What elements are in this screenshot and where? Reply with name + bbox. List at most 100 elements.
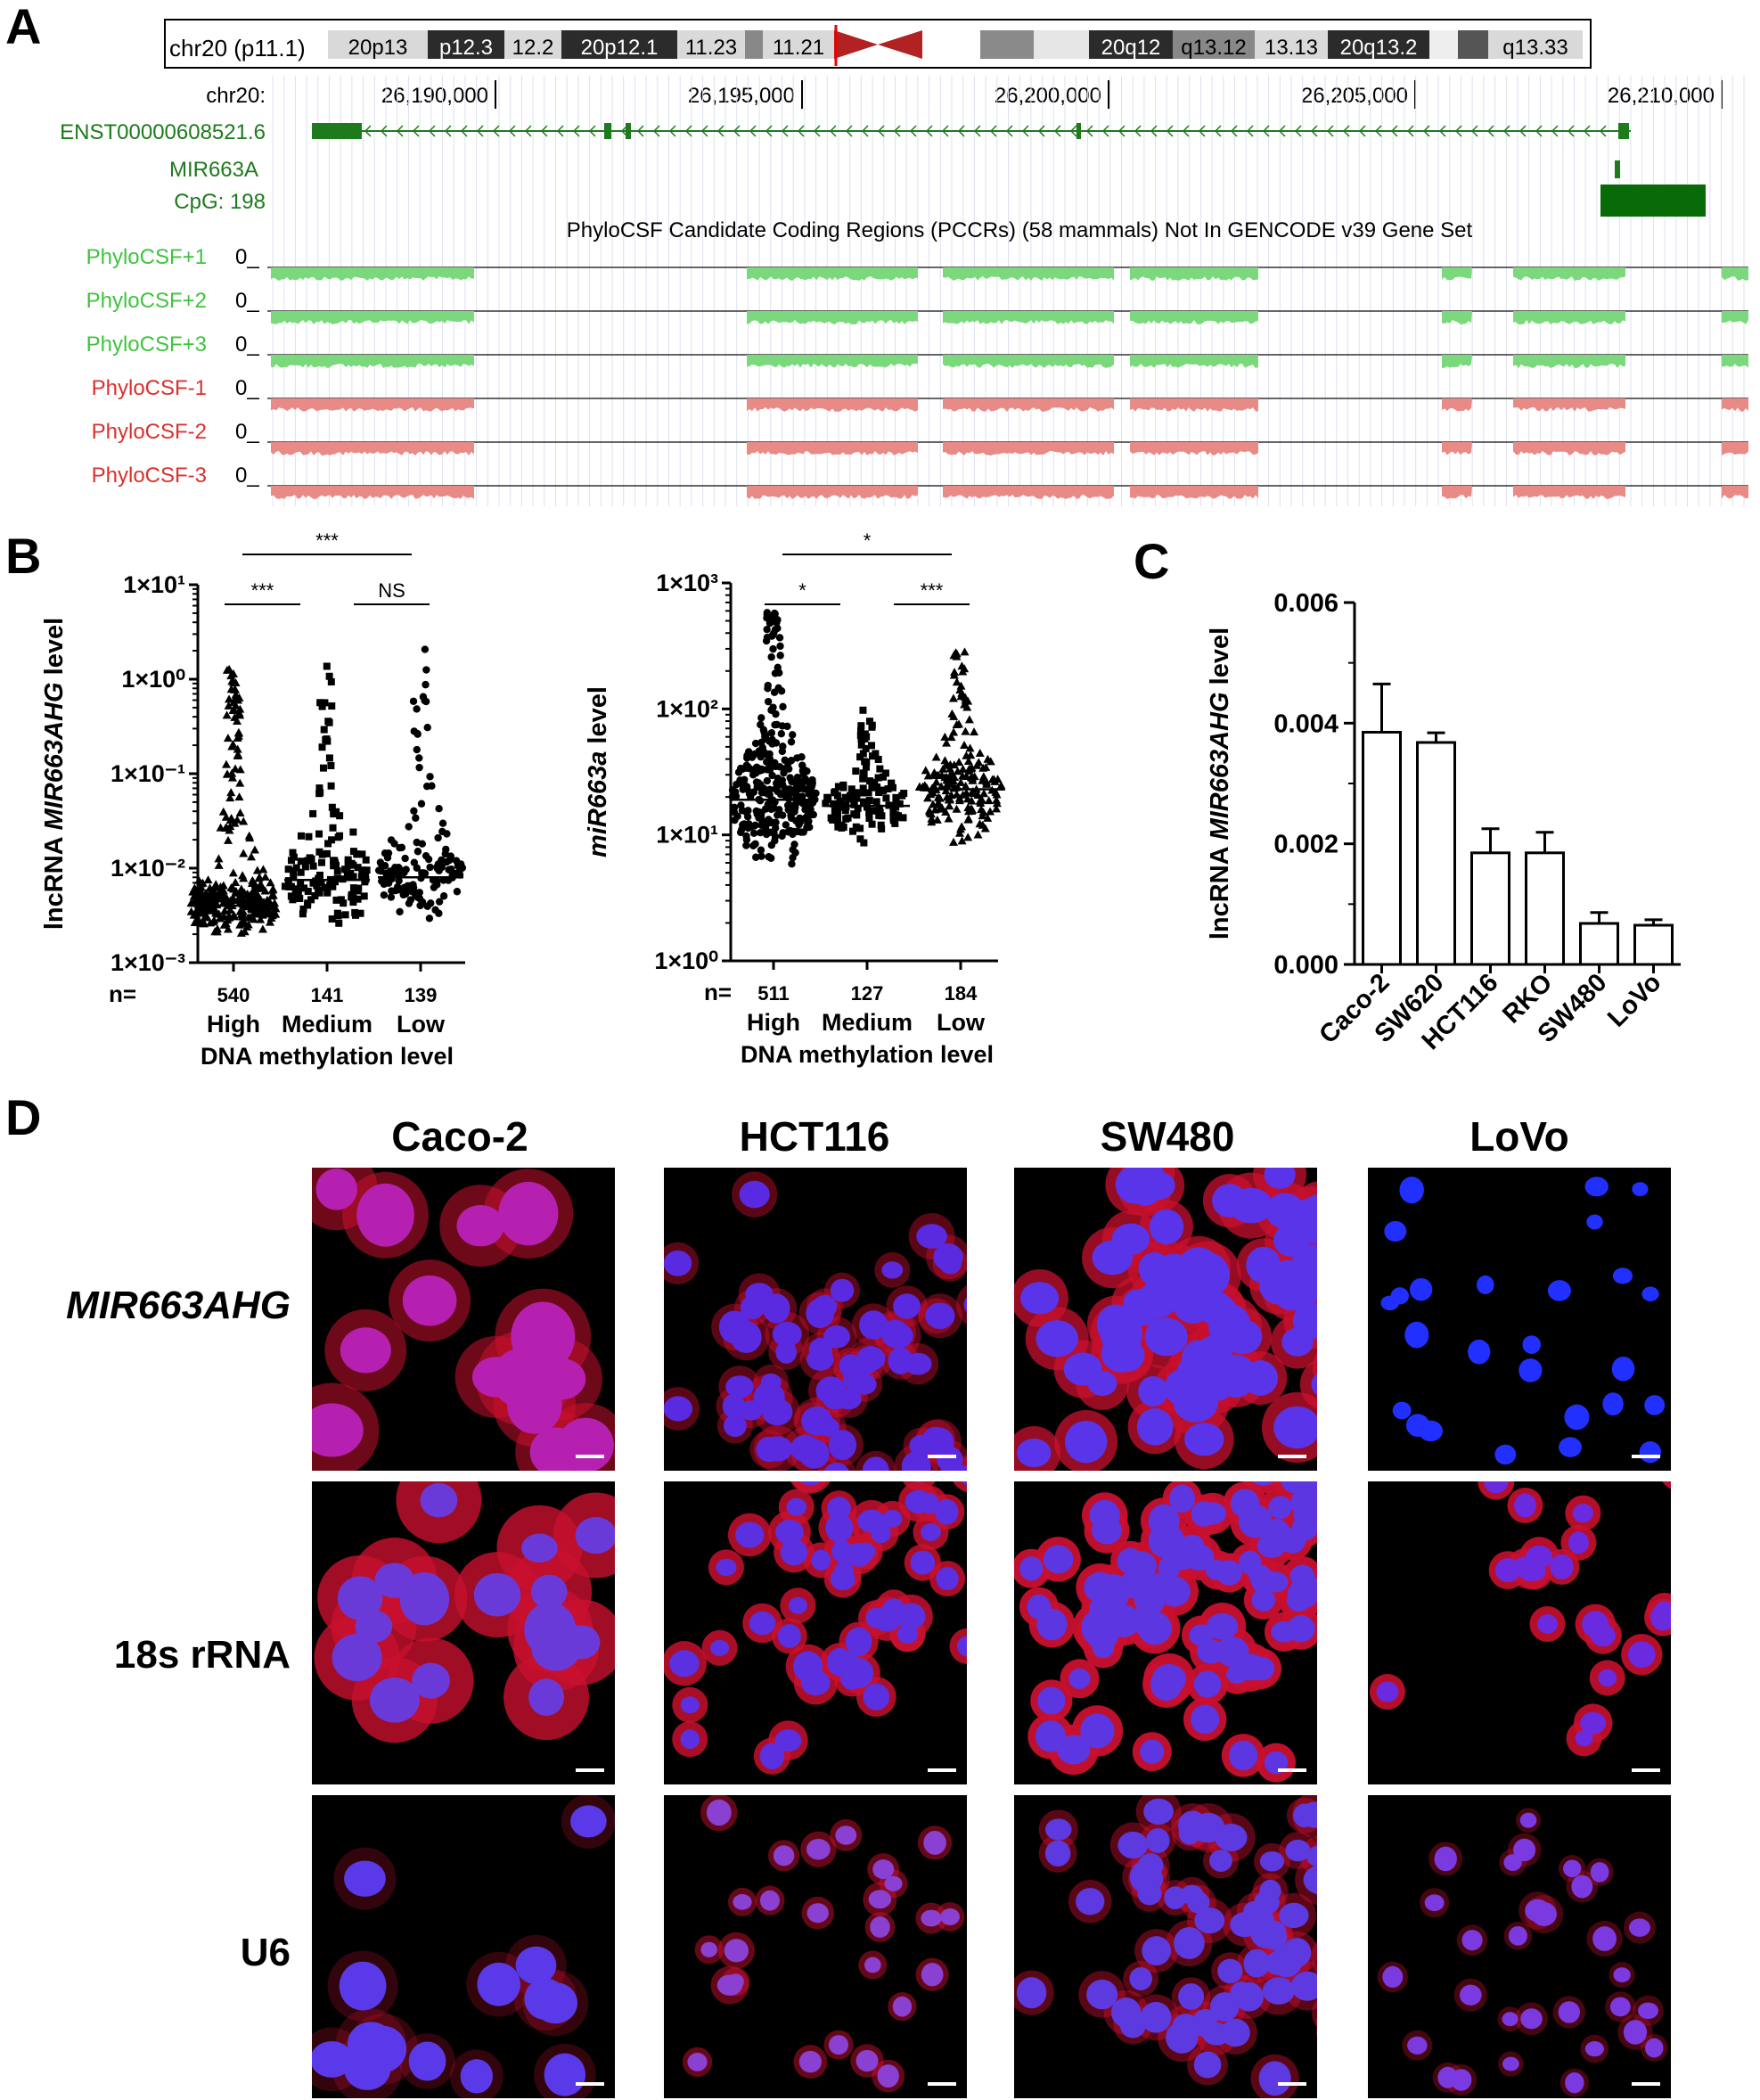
data-point	[996, 781, 1006, 790]
phylocsf-track-label: PhyloCSF-3	[92, 463, 207, 488]
cell-nucleus	[1264, 1168, 1296, 1189]
data-point	[266, 878, 275, 887]
data-point	[305, 833, 313, 841]
data-point	[986, 807, 995, 816]
data-point	[424, 855, 433, 864]
cell-nucleus	[1265, 1193, 1306, 1229]
data-point	[771, 837, 779, 845]
data-point	[823, 793, 831, 801]
cell-nucleus	[862, 1456, 889, 1471]
cell-nucleus	[1258, 1266, 1298, 1305]
phylocsf-signal-block	[747, 398, 918, 412]
data-point	[435, 898, 444, 906]
data-point	[852, 823, 860, 831]
strand-arrow	[1454, 125, 1462, 137]
row-label-18s-rrna: 18s rRNA	[113, 1633, 291, 1677]
centromere-right	[878, 30, 922, 59]
cell-nucleus	[521, 1533, 558, 1563]
strand-arrow	[508, 125, 516, 137]
cell-nucleus	[1193, 2008, 1218, 2030]
strand-arrow	[925, 125, 933, 137]
cell-nucleus	[856, 1346, 886, 1371]
cell-nucleus	[1224, 1319, 1263, 1355]
data-point	[203, 875, 213, 884]
data-point	[215, 914, 225, 923]
data-point	[777, 730, 786, 738]
cell-nucleus	[1117, 1831, 1149, 1859]
data-point	[422, 782, 431, 791]
data-point	[285, 882, 293, 890]
phylocsf-signal	[271, 398, 1748, 412]
data-point	[933, 800, 943, 808]
cell-nucleus	[1257, 1532, 1287, 1558]
phylocsf-signal-block	[943, 442, 1114, 455]
data-point	[863, 759, 871, 767]
cell-nucleus	[716, 1558, 737, 1577]
data-point	[287, 857, 295, 865]
cell-nucleus	[739, 1180, 770, 1209]
data-point	[225, 905, 235, 914]
data-point	[326, 882, 334, 890]
cell-nucleus	[1044, 1840, 1071, 1866]
cell-nucleus	[852, 1374, 877, 1395]
ideogram-band	[1488, 30, 1583, 59]
phylocsf-signal-block	[747, 355, 918, 368]
data-point	[315, 784, 323, 792]
cell-nucleus	[798, 1439, 830, 1469]
phylocsf-signal-block	[1442, 398, 1472, 412]
cell-nucleus	[1020, 1282, 1060, 1315]
data-point	[318, 743, 326, 751]
data-point	[255, 873, 265, 882]
data-point	[316, 871, 324, 879]
cell-nucleus	[868, 1890, 892, 1909]
fish-image-canvas	[1368, 1168, 1671, 1471]
cell-nucleus	[1258, 2061, 1291, 2096]
cell-nucleus	[1164, 1886, 1187, 1910]
data-point	[438, 827, 446, 836]
data-point	[324, 840, 332, 848]
cell-nucleus	[1064, 1420, 1108, 1464]
data-point	[785, 785, 794, 793]
ideogram-band	[1429, 30, 1458, 59]
cell-nucleus	[799, 1481, 821, 1486]
cell-nucleus	[1571, 1874, 1593, 1899]
data-point	[731, 816, 739, 824]
data-point	[234, 728, 244, 737]
data-point	[284, 865, 292, 874]
data-point	[186, 906, 196, 915]
cell-nucleus	[1056, 1735, 1091, 1765]
data-point	[386, 867, 395, 875]
strand-arrow	[1021, 125, 1029, 137]
data-point	[808, 789, 817, 798]
cell-nucleus	[1582, 1611, 1609, 1638]
data-point	[214, 854, 224, 863]
significance-label: ***	[315, 529, 339, 552]
cell-nucleus	[935, 1498, 959, 1525]
bar	[1525, 851, 1565, 966]
data-point	[742, 841, 750, 849]
data-point	[888, 783, 896, 792]
phylocsf-signal-block	[1722, 355, 1748, 368]
scale-bar	[576, 1768, 604, 1772]
data-point	[299, 905, 307, 913]
data-point	[859, 769, 867, 777]
data-point	[892, 793, 900, 801]
phylocsf-signal	[271, 267, 1748, 281]
cell-nucleus	[524, 1602, 577, 1657]
data-point	[235, 704, 245, 713]
cell-nucleus	[1150, 1667, 1183, 1702]
cell-nucleus	[777, 1624, 801, 1648]
data-point	[747, 823, 755, 831]
cell-nucleus	[1210, 1992, 1240, 2022]
cell-nucleus	[722, 1393, 746, 1419]
strand-arrow	[973, 125, 981, 137]
data-point	[868, 807, 876, 815]
cell-nucleus	[1304, 1481, 1317, 1490]
column-label-hct116: HCT116	[739, 1113, 890, 1160]
data-point	[790, 806, 798, 815]
phylocsf-signal-block	[271, 442, 474, 455]
data-point	[850, 800, 858, 808]
data-point	[970, 727, 979, 736]
fish-image	[1368, 1795, 1671, 2098]
data-point	[438, 856, 446, 865]
